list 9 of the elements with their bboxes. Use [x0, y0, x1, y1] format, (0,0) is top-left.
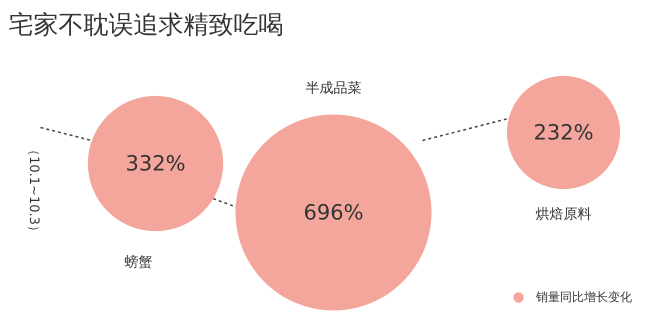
- category-label: 半成品菜: [306, 80, 362, 96]
- category-label: 螃蟹: [124, 254, 152, 270]
- text: 宅家不耽误追求精致吃喝: [8, 10, 284, 39]
- text: （10.1~10.3）: [26, 143, 41, 238]
- legend-label: 销量同比增长变化: [536, 288, 632, 306]
- data-label: 696%: [303, 200, 364, 224]
- data-label: 332%: [125, 152, 186, 176]
- category-label: 烘焙原料: [536, 206, 592, 222]
- data-label: 232%: [533, 120, 594, 144]
